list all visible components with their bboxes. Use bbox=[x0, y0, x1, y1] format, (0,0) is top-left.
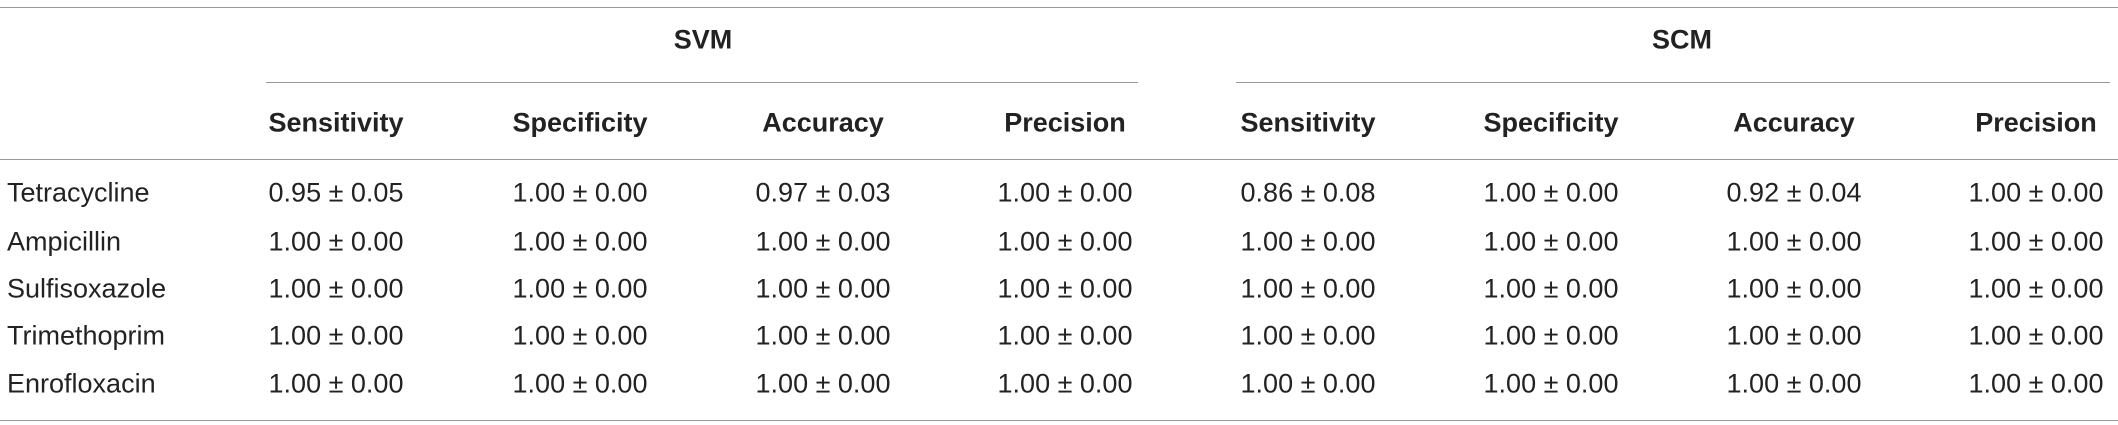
cell: 1.00 ± 0.00 bbox=[755, 226, 891, 257]
cell: 1.00 ± 0.00 bbox=[1968, 177, 2104, 208]
column-header: Sensitivity bbox=[1240, 107, 1376, 138]
cell: 1.00 ± 0.00 bbox=[268, 368, 404, 399]
cell: 1.00 ± 0.00 bbox=[268, 320, 404, 351]
row-label: Ampicillin bbox=[7, 226, 122, 257]
cell: 0.86 ± 0.08 bbox=[1240, 177, 1376, 208]
cell: 1.00 ± 0.00 bbox=[1240, 273, 1376, 304]
column-header: Precision bbox=[1004, 107, 1126, 138]
cell: 1.00 ± 0.00 bbox=[1726, 273, 1862, 304]
cell: 1.00 ± 0.00 bbox=[997, 320, 1133, 351]
cell: 1.00 ± 0.00 bbox=[1968, 368, 2104, 399]
group-rule bbox=[1236, 82, 2110, 83]
cell: 1.00 ± 0.00 bbox=[1483, 226, 1619, 257]
group-rule bbox=[266, 82, 1138, 83]
cell: 1.00 ± 0.00 bbox=[1726, 226, 1862, 257]
cell: 1.00 ± 0.00 bbox=[512, 320, 648, 351]
row-label: Enrofloxacin bbox=[7, 368, 156, 399]
row-label: Trimethoprim bbox=[7, 320, 166, 351]
cell: 1.00 ± 0.00 bbox=[755, 273, 891, 304]
cell: 1.00 ± 0.00 bbox=[1968, 226, 2104, 257]
cell: 1.00 ± 0.00 bbox=[512, 368, 648, 399]
cell: 1.00 ± 0.00 bbox=[1240, 368, 1376, 399]
column-header: Sensitivity bbox=[268, 107, 404, 138]
rule-top bbox=[0, 7, 2118, 8]
cell: 1.00 ± 0.00 bbox=[1483, 368, 1619, 399]
rule-bottom bbox=[0, 420, 2118, 421]
cell: 0.92 ± 0.04 bbox=[1726, 177, 1862, 208]
cell: 0.97 ± 0.03 bbox=[755, 177, 891, 208]
row-label: Tetracycline bbox=[7, 177, 150, 208]
cell: 1.00 ± 0.00 bbox=[1483, 273, 1619, 304]
group-header: SVM bbox=[673, 24, 733, 55]
cell: 0.95 ± 0.05 bbox=[268, 177, 404, 208]
cell: 1.00 ± 0.00 bbox=[1726, 368, 1862, 399]
cell: 1.00 ± 0.00 bbox=[1726, 320, 1862, 351]
cell: 1.00 ± 0.00 bbox=[1968, 273, 2104, 304]
column-header: Specificity bbox=[512, 107, 648, 138]
cell: 1.00 ± 0.00 bbox=[755, 368, 891, 399]
cell: 1.00 ± 0.00 bbox=[512, 273, 648, 304]
cell: 1.00 ± 0.00 bbox=[1240, 320, 1376, 351]
cell: 1.00 ± 0.00 bbox=[1240, 226, 1376, 257]
cell: 1.00 ± 0.00 bbox=[1483, 320, 1619, 351]
column-header: Accuracy bbox=[1733, 107, 1855, 138]
column-header: Precision bbox=[1975, 107, 2097, 138]
cell: 1.00 ± 0.00 bbox=[268, 273, 404, 304]
column-header: Specificity bbox=[1483, 107, 1619, 138]
cell: 1.00 ± 0.00 bbox=[1483, 177, 1619, 208]
rule-header bbox=[0, 159, 2118, 160]
cell: 1.00 ± 0.00 bbox=[997, 177, 1133, 208]
cell: 1.00 ± 0.00 bbox=[997, 273, 1133, 304]
group-header: SCM bbox=[1652, 24, 1712, 55]
cell: 1.00 ± 0.00 bbox=[1968, 320, 2104, 351]
cell: 1.00 ± 0.00 bbox=[755, 320, 891, 351]
cell: 1.00 ± 0.00 bbox=[268, 226, 404, 257]
cell: 1.00 ± 0.00 bbox=[512, 226, 648, 257]
cell: 1.00 ± 0.00 bbox=[997, 368, 1133, 399]
cell: 1.00 ± 0.00 bbox=[997, 226, 1133, 257]
column-header: Accuracy bbox=[762, 107, 884, 138]
row-label: Sulfisoxazole bbox=[7, 273, 167, 304]
cell: 1.00 ± 0.00 bbox=[512, 177, 648, 208]
